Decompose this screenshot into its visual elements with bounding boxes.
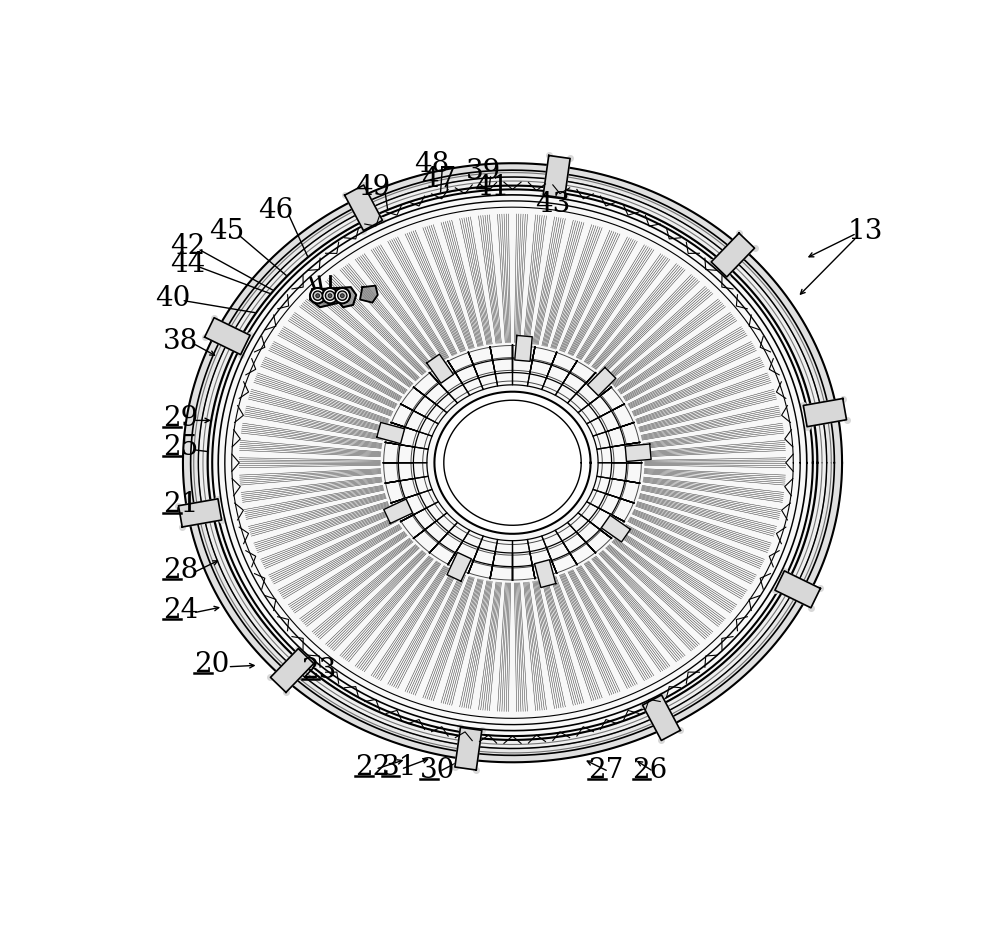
Circle shape [335,289,350,304]
Polygon shape [775,571,820,608]
Polygon shape [345,186,382,231]
Circle shape [310,289,325,304]
Polygon shape [183,164,842,763]
Text: 38: 38 [163,328,198,354]
Text: 47: 47 [421,166,456,193]
Text: 40: 40 [155,284,191,312]
Text: 21: 21 [163,491,198,517]
Circle shape [322,289,338,304]
Text: 42: 42 [171,233,206,260]
Circle shape [316,295,320,298]
Text: 26: 26 [633,756,668,783]
Polygon shape [543,157,570,199]
Polygon shape [643,695,680,741]
Text: 30: 30 [420,756,455,783]
Text: 13: 13 [847,217,883,244]
Text: 44: 44 [171,250,206,278]
Polygon shape [447,553,471,582]
Polygon shape [310,288,356,308]
Text: 45: 45 [209,218,244,245]
Polygon shape [205,318,250,355]
Circle shape [340,295,344,298]
Polygon shape [601,515,630,543]
Text: 27: 27 [588,756,623,783]
Text: 31: 31 [382,753,417,781]
Text: 46: 46 [258,196,294,224]
Text: 43: 43 [536,191,571,217]
Polygon shape [198,177,827,749]
Polygon shape [427,355,454,384]
Polygon shape [625,445,651,462]
Polygon shape [178,499,222,528]
Polygon shape [191,171,834,755]
Polygon shape [455,728,482,770]
Polygon shape [384,499,413,524]
Polygon shape [535,560,556,588]
Polygon shape [803,399,847,428]
Circle shape [328,295,332,298]
Circle shape [338,292,347,301]
Polygon shape [208,186,817,740]
Polygon shape [515,336,532,362]
Polygon shape [270,649,314,693]
Text: 23: 23 [302,657,337,683]
Text: 39: 39 [466,159,502,185]
Polygon shape [434,393,591,534]
Text: 24: 24 [163,597,198,624]
Polygon shape [212,190,813,736]
Text: 29: 29 [163,404,198,431]
Text: 28: 28 [163,557,198,583]
Text: 41: 41 [474,174,509,201]
Polygon shape [711,234,755,278]
Polygon shape [360,286,378,303]
Circle shape [313,292,322,301]
Text: 22: 22 [355,753,391,781]
Polygon shape [444,401,581,526]
Circle shape [325,292,335,301]
Polygon shape [588,368,616,396]
Polygon shape [377,423,405,445]
Text: 25: 25 [163,433,198,461]
Text: 20: 20 [194,650,229,678]
Text: 49: 49 [355,174,390,201]
Text: 48: 48 [414,150,449,177]
